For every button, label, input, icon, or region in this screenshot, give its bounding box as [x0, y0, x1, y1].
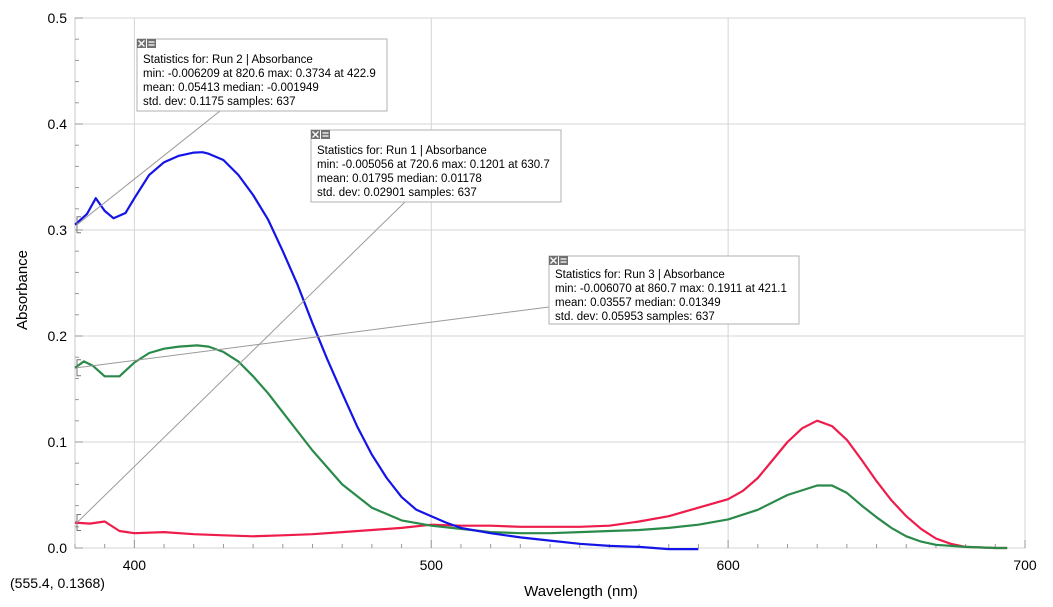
stats-box-run1-minmax: min: -0.005056 at 720.6 max: 0.1201 at 6… — [317, 159, 550, 171]
y-axis-title: Absorbance — [14, 250, 31, 330]
x-tick-label: 700 — [1013, 557, 1037, 573]
series-line-run-1 — [74, 419, 1008, 550]
x-tick-label: 500 — [420, 557, 444, 573]
stats-box-run1-title: Statistics for: Run 1 | Absorbance — [317, 145, 487, 157]
tick-labels: 400 500 600 700 0.0 0.1 0.2 0.3 0.4 0.5 — [48, 10, 1037, 573]
stats-box-run2-panel — [136, 38, 388, 112]
leader-run2 — [76, 110, 221, 226]
y-tick-label: 0.4 — [48, 116, 68, 132]
stats-box-run2-close-icon[interactable] — [137, 39, 156, 48]
y-tick-label: 0.2 — [48, 328, 68, 344]
series-lines — [74, 151, 1008, 551]
stats-box-run3-minmax: min: -0.006070 at 860.7 max: 0.1911 at 4… — [555, 283, 787, 295]
stats-box-run3-mean: mean: 0.03557 median: 0.01349 — [555, 297, 721, 309]
leader-lines — [76, 110, 550, 532]
x-tick-label: 600 — [716, 557, 740, 573]
stats-box-run2[interactable]: Statistics for: Run 2 | Absorbance min: … — [136, 38, 388, 112]
stats-box-run2-title: Statistics for: Run 2 | Absorbance — [143, 54, 313, 66]
y-tick-label: 0.0 — [48, 540, 68, 556]
stats-box-run2-minmax: min: -0.006209 at 820.6 max: 0.3734 at 4… — [143, 68, 376, 80]
stats-box-run1-panel — [310, 129, 562, 203]
y-tick-label: 0.3 — [48, 222, 68, 238]
stats-box-run3-stddev: std. dev: 0.05953 samples: 637 — [555, 311, 715, 323]
x-tick-label: 400 — [123, 557, 147, 573]
stats-box-run3-close-icon[interactable] — [549, 256, 568, 265]
y-tick-label: 0.5 — [48, 10, 68, 26]
stats-box-run2-mean: mean: 0.05413 median: -0.001949 — [143, 82, 319, 94]
stats-box-run3[interactable]: Statistics for: Run 3 | Absorbance min: … — [548, 255, 800, 325]
stats-box-run1-mean: mean: 0.01795 median: 0.01178 — [317, 173, 482, 185]
x-axis-title: Wavelength (nm) — [524, 583, 638, 600]
y-tick-label: 0.1 — [48, 434, 68, 450]
stats-box-run2-stddev: std. dev: 0.1175 samples: 637 — [143, 96, 296, 108]
series-line-run-3 — [74, 344, 1008, 550]
stats-box-run3-title: Statistics for: Run 3 | Absorbance — [555, 269, 725, 281]
leader-run3 — [76, 306, 550, 369]
stats-box-run1-stddev: std. dev: 0.02901 samples: 637 — [317, 187, 477, 199]
series-line-run-2 — [74, 151, 699, 551]
stats-box-run1[interactable]: Statistics for: Run 1 | Absorbance min: … — [310, 129, 562, 203]
coordinate-readout: (555.4, 0.1368) — [10, 575, 105, 591]
axis-ticks — [74, 17, 1026, 549]
stats-box-run3-panel — [548, 255, 800, 325]
stats-box-run1-close-icon[interactable] — [311, 130, 330, 139]
leader-run1 — [76, 201, 406, 523]
